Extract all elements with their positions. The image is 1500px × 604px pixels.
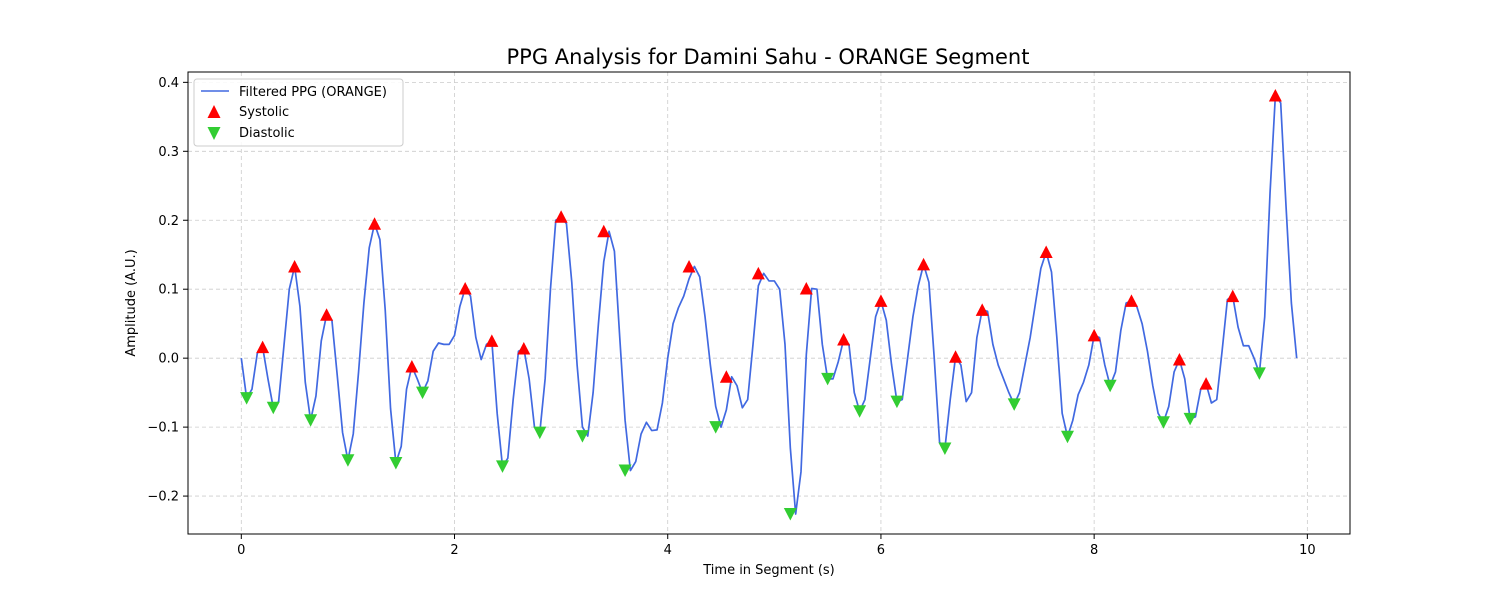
legend-systolic-swatch (207, 105, 221, 118)
diastolic-marker (821, 372, 835, 386)
chart-title: PPG Analysis for Damini Sahu - ORANGE Se… (507, 45, 1030, 69)
diastolic-marker (1183, 412, 1197, 426)
systolic-marker (554, 210, 568, 223)
diastolic-marker (1156, 416, 1170, 429)
systolic-marker (1124, 294, 1138, 307)
y-tick-label: 0.3 (158, 145, 179, 160)
diastolic-marker (938, 442, 952, 455)
diastolic-markers (240, 367, 1266, 521)
diastolic-marker (266, 401, 280, 415)
systolic-marker (874, 294, 888, 307)
systolic-marker (597, 224, 611, 238)
diastolic-marker (533, 426, 547, 440)
y-axis-ticks: −0.2 −0.1 0.0 0.1 0.2 0.3 0.4 (147, 76, 188, 505)
legend-box (193, 78, 404, 147)
systolic-marker (751, 266, 765, 280)
diastolic-marker (495, 460, 509, 473)
diastolic-marker (240, 392, 254, 405)
x-tick-label: 0 (237, 543, 245, 558)
diastolic-marker (709, 421, 723, 434)
systolic-marker (1087, 328, 1101, 342)
x-tick-label: 4 (664, 543, 672, 558)
systolic-marker (837, 333, 851, 346)
systolic-marker (517, 342, 531, 355)
legend: Filtered PPG (ORANGE) Systolic Diastolic (193, 78, 404, 147)
systolic-marker (458, 282, 472, 295)
y-tick-label: −0.1 (147, 421, 179, 436)
diastolic-marker (618, 464, 632, 478)
diastolic-marker (890, 395, 904, 409)
diastolic-marker (1060, 430, 1074, 444)
diastolic-marker (1252, 367, 1266, 380)
diastolic-marker (575, 430, 589, 443)
y-tick-label: 0.4 (158, 76, 179, 91)
x-tick-label: 10 (1299, 543, 1316, 558)
diastolic-marker (389, 456, 403, 470)
ppg-line (240, 94, 1298, 515)
systolic-marker (405, 359, 419, 373)
plot-area (188, 72, 1350, 534)
diastolic-marker (853, 405, 867, 418)
x-axis-ticks: 0 2 4 6 8 10 (237, 534, 1316, 558)
systolic-marker (799, 282, 813, 295)
diastolic-marker (416, 386, 430, 400)
diastolic-marker (341, 454, 355, 467)
systolic-marker (1226, 289, 1240, 303)
legend-label-diastolic: Diastolic (239, 126, 295, 141)
systolic-marker (719, 370, 733, 383)
diastolic-marker (1103, 379, 1117, 393)
ppg-line-series (240, 94, 1298, 515)
legend-label-systolic: Systolic (239, 105, 289, 120)
x-axis-label: Time in Segment (s) (702, 563, 834, 578)
legend-diastolic-swatch (207, 127, 221, 140)
y-tick-label: 0.1 (158, 283, 179, 298)
plot-frame (187, 71, 1351, 535)
systolic-marker (975, 303, 989, 316)
grid-lines (188, 72, 1350, 534)
systolic-marker (485, 334, 499, 347)
y-tick-label: −0.2 (147, 490, 179, 505)
diastolic-marker (1007, 398, 1021, 411)
x-tick-label: 8 (1090, 543, 1098, 558)
systolic-markers (256, 88, 1282, 390)
y-tick-label: 0.0 (158, 352, 179, 367)
systolic-marker (1172, 353, 1186, 366)
x-tick-label: 6 (877, 543, 885, 558)
diastolic-marker (304, 414, 318, 427)
systolic-marker (256, 340, 270, 354)
systolic-marker (320, 308, 334, 321)
systolic-marker (917, 257, 931, 271)
systolic-marker (1268, 88, 1282, 102)
systolic-marker (368, 217, 382, 230)
x-tick-label: 2 (450, 543, 458, 558)
systolic-marker (1039, 245, 1053, 258)
legend-label-filtered: Filtered PPG (ORANGE) (239, 85, 387, 100)
y-axis-label: Amplitude (A.U.) (124, 249, 139, 356)
systolic-marker (949, 350, 963, 363)
y-tick-label: 0.2 (158, 214, 179, 229)
diastolic-marker (783, 508, 797, 521)
systolic-marker (1199, 377, 1213, 390)
systolic-marker (288, 259, 302, 273)
systolic-marker (682, 259, 696, 273)
